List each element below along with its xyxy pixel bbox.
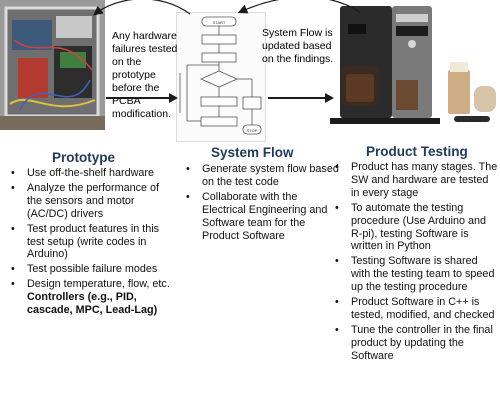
product-photo xyxy=(330,0,500,135)
controllers-bold-text: Controllers (e.g., PID, cascade, MPC, Le… xyxy=(27,291,158,317)
list-item: Design temperature, flow, etc. Controlle… xyxy=(8,278,176,317)
hardware-failures-note: Any hardware failures tested on the prot… xyxy=(112,30,178,120)
product-testing-heading: Product Testing xyxy=(366,144,468,159)
prototype-photo xyxy=(0,0,105,130)
list-item: Collaborate with the Electrical Engineer… xyxy=(183,191,340,243)
list-item: Product Software in C++ is tested, modif… xyxy=(332,296,498,322)
flow-start-label: START xyxy=(213,20,226,25)
system-flow-list: Generate system flow based on the test c… xyxy=(183,163,340,244)
list-item: Generate system flow based on the test c… xyxy=(183,163,340,189)
system-flow-heading: System Flow xyxy=(211,145,294,160)
arrow-prototype-to-flow xyxy=(106,93,178,103)
prototype-heading: Prototype xyxy=(52,150,116,165)
curved-arrow-to-prototype xyxy=(93,0,191,16)
list-item: To automate the testing procedure (Use A… xyxy=(332,202,498,254)
list-item: Test possible failure modes xyxy=(8,263,176,276)
list-item: Product has many stages. The SW and hard… xyxy=(332,161,498,200)
curved-arrow-to-flow xyxy=(237,0,361,14)
product-testing-list: Product has many stages. The SW and hard… xyxy=(332,161,498,365)
prototype-list: Use off-the-shelf hardware Analyze the p… xyxy=(8,167,176,319)
system-flow-update-note: System Flow is updated based on the find… xyxy=(262,27,334,65)
arrow-flow-to-product xyxy=(268,93,334,103)
list-item: Test product features in this test setup… xyxy=(8,223,176,262)
list-item: Use off-the-shelf hardware xyxy=(8,167,176,180)
list-item-text: Design temperature, flow, etc. xyxy=(27,278,170,291)
flow-end-label: STOP xyxy=(247,128,258,133)
list-item: Analyze the performance of the sensors a… xyxy=(8,182,176,221)
list-item: Tune the controller in the final product… xyxy=(332,324,498,363)
list-item: Testing Software is shared with the test… xyxy=(332,255,498,294)
system-flow-chart: START STOP xyxy=(176,12,266,142)
